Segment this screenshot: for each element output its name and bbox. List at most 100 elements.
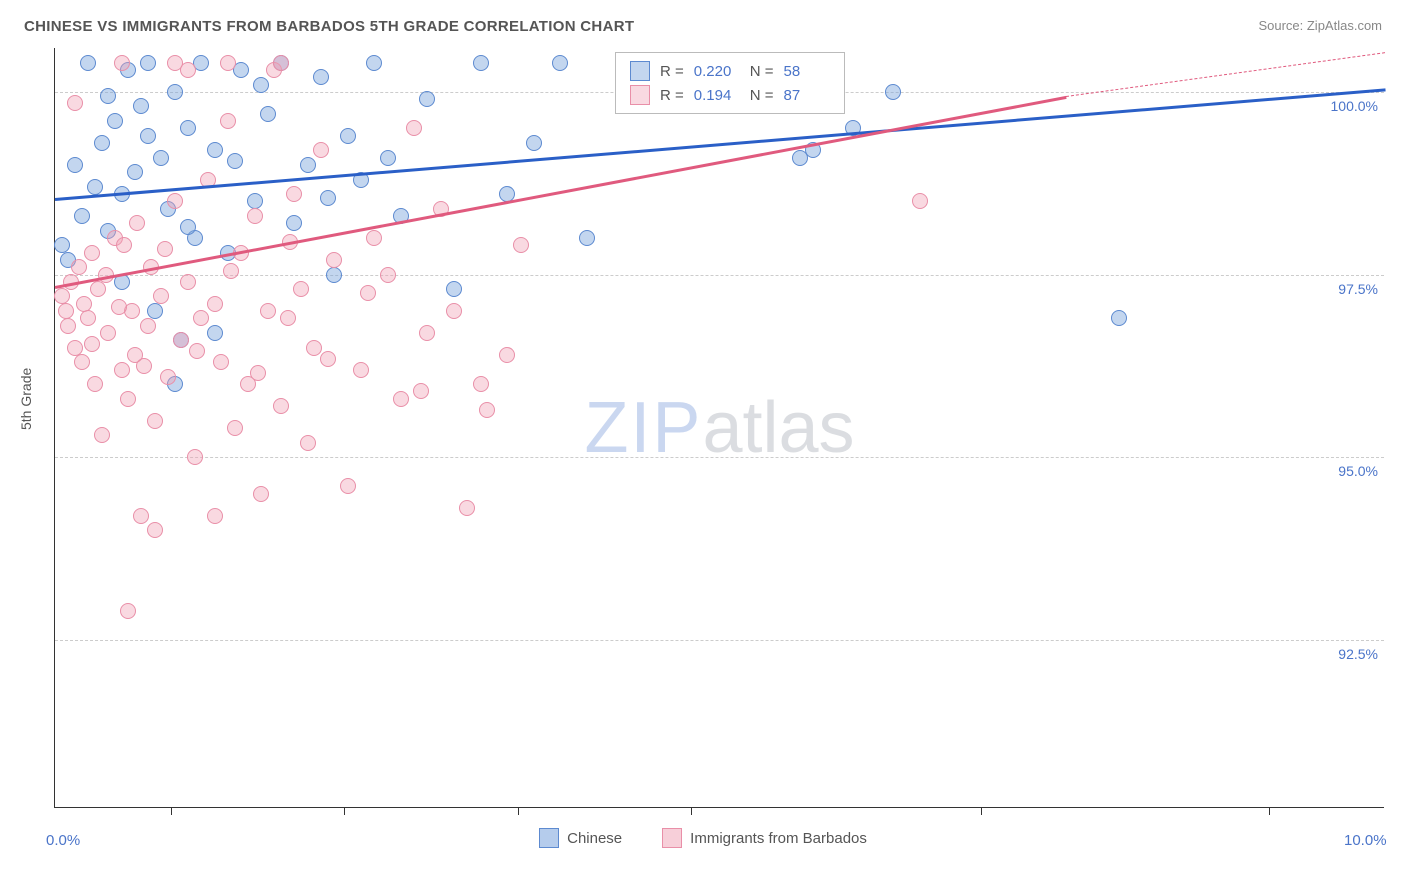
- data-point: [129, 215, 145, 231]
- data-point: [446, 281, 462, 297]
- y-tick-label: 95.0%: [1338, 463, 1378, 479]
- stat-n-value: 58: [784, 63, 830, 80]
- data-point: [393, 391, 409, 407]
- data-point: [280, 310, 296, 326]
- data-point: [326, 267, 342, 283]
- data-point: [260, 303, 276, 319]
- data-point: [189, 343, 205, 359]
- data-point: [207, 296, 223, 312]
- data-point: [74, 354, 90, 370]
- data-point: [247, 208, 263, 224]
- data-point: [273, 55, 289, 71]
- data-point: [220, 113, 236, 129]
- data-point: [326, 252, 342, 268]
- stat-n-value: 87: [784, 87, 830, 104]
- data-point: [473, 376, 489, 392]
- data-point: [173, 332, 189, 348]
- data-point: [116, 237, 132, 253]
- legend-swatch: [539, 828, 559, 848]
- data-point: [286, 186, 302, 202]
- data-point: [286, 215, 302, 231]
- data-point: [54, 237, 70, 253]
- data-point: [300, 157, 316, 173]
- x-tick: [1269, 807, 1270, 815]
- y-tick-label: 92.5%: [1338, 646, 1378, 662]
- data-point: [320, 190, 336, 206]
- data-point: [157, 241, 173, 257]
- data-point: [58, 303, 74, 319]
- data-point: [180, 219, 196, 235]
- data-point: [419, 91, 435, 107]
- data-point: [133, 508, 149, 524]
- data-point: [84, 245, 100, 261]
- y-axis-title: 5th Grade: [18, 368, 34, 430]
- stat-r-label: R =: [660, 63, 684, 80]
- watermark-part2: atlas: [702, 388, 854, 468]
- data-point: [446, 303, 462, 319]
- stat-row: R =0.194N =87: [630, 83, 830, 107]
- gridline: [55, 640, 1384, 641]
- data-point: [67, 157, 83, 173]
- legend-item: Immigrants from Barbados: [662, 828, 867, 848]
- x-tick: [981, 807, 982, 815]
- data-point: [313, 69, 329, 85]
- data-point: [84, 336, 100, 352]
- data-point: [94, 427, 110, 443]
- stat-r-value: 0.194: [694, 87, 740, 104]
- data-point: [127, 164, 143, 180]
- data-point: [260, 106, 276, 122]
- data-point: [579, 230, 595, 246]
- legend-item: Chinese: [539, 828, 622, 848]
- data-point: [479, 402, 495, 418]
- data-point: [406, 120, 422, 136]
- data-point: [167, 55, 183, 71]
- x-tick: [344, 807, 345, 815]
- watermark: ZIPatlas: [584, 387, 854, 469]
- data-point: [60, 318, 76, 334]
- data-point: [114, 55, 130, 71]
- data-point: [160, 369, 176, 385]
- data-point: [293, 281, 309, 297]
- data-point: [207, 508, 223, 524]
- data-point: [193, 310, 209, 326]
- data-point: [320, 351, 336, 367]
- data-point: [140, 55, 156, 71]
- stat-r-label: R =: [660, 87, 684, 104]
- stat-n-label: N =: [750, 63, 774, 80]
- scatter-chart: ZIPatlas 92.5%95.0%97.5%100.0%R =0.220N …: [54, 48, 1384, 808]
- data-point: [526, 135, 542, 151]
- data-point: [111, 299, 127, 315]
- data-point: [133, 98, 149, 114]
- data-point: [114, 362, 130, 378]
- data-point: [180, 274, 196, 290]
- data-point: [250, 365, 266, 381]
- data-point: [187, 449, 203, 465]
- x-tick: [518, 807, 519, 815]
- data-point: [253, 77, 269, 93]
- data-point: [100, 88, 116, 104]
- data-point: [140, 318, 156, 334]
- correlation-stat-box: R =0.220N =58R =0.194N =87: [615, 52, 845, 114]
- data-point: [120, 603, 136, 619]
- data-point: [140, 128, 156, 144]
- stat-r-value: 0.220: [694, 63, 740, 80]
- data-point: [94, 135, 110, 151]
- y-tick-label: 97.5%: [1338, 281, 1378, 297]
- data-point: [552, 55, 568, 71]
- data-point: [147, 413, 163, 429]
- data-point: [80, 310, 96, 326]
- data-point: [340, 128, 356, 144]
- data-point: [220, 55, 236, 71]
- chart-header: CHINESE VS IMMIGRANTS FROM BARBADOS 5TH …: [0, 0, 1406, 43]
- data-point: [167, 193, 183, 209]
- data-point: [353, 362, 369, 378]
- trend-line: [55, 96, 1066, 288]
- legend-swatch: [630, 85, 650, 105]
- x-tick: [691, 807, 692, 815]
- data-point: [380, 267, 396, 283]
- data-point: [74, 208, 90, 224]
- data-point: [87, 376, 103, 392]
- data-point: [912, 193, 928, 209]
- data-point: [67, 340, 83, 356]
- data-point: [366, 230, 382, 246]
